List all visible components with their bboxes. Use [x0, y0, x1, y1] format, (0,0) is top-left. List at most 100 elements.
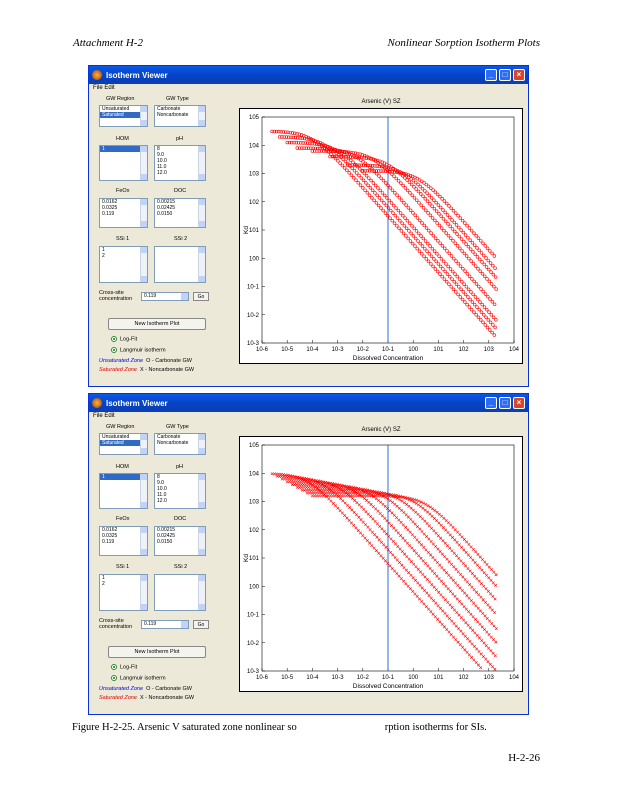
list-item[interactable]: 10.0: [157, 486, 167, 492]
data-point: [449, 285, 453, 289]
list-item[interactable]: 0.00215: [157, 527, 176, 533]
scrollbar[interactable]: [140, 474, 147, 508]
list-item[interactable]: 11.0: [157, 492, 167, 498]
gw-type-list[interactable]: Carbonate Noncarbonate: [154, 433, 206, 455]
scrollbar[interactable]: [140, 199, 147, 227]
minimize-icon[interactable]: _: [485, 69, 497, 81]
title-bar[interactable]: Isotherm Viewer _ □ ×: [89, 66, 528, 84]
list-item[interactable]: 2: [102, 253, 105, 259]
list-item[interactable]: Carbonate: [157, 434, 181, 440]
list-item[interactable]: 11.0: [157, 164, 167, 170]
go-button[interactable]: Go: [193, 292, 209, 301]
scrollbar[interactable]: [198, 474, 205, 508]
list-item[interactable]: 0.02425: [157, 533, 176, 539]
gw-region-list[interactable]: Unsaturated Saturated: [99, 433, 148, 455]
ssi2-list[interactable]: [154, 246, 206, 283]
list-item[interactable]: Carbonate: [157, 106, 181, 112]
list-item[interactable]: 1: [100, 146, 147, 152]
list-item[interactable]: 1: [102, 247, 105, 253]
doc-list[interactable]: 0.00215 0.02425 0.0150: [154, 526, 206, 556]
list-item[interactable]: 8: [157, 474, 160, 480]
list-item[interactable]: Unsaturated: [102, 434, 130, 440]
menu-bar[interactable]: File Edit: [93, 85, 115, 91]
scrollbar[interactable]: [198, 527, 205, 555]
list-item[interactable]: 9.0: [157, 480, 164, 486]
data-point: [347, 494, 351, 498]
list-item[interactable]: 10.0: [157, 158, 167, 164]
data-point: [346, 155, 350, 159]
list-item[interactable]: 0.00215: [157, 199, 176, 205]
list-item[interactable]: Saturated: [100, 112, 147, 118]
new-isotherm-plot-button[interactable]: New Isotherm Plot: [108, 318, 206, 330]
langmuir-radio[interactable]: Langmuir isotherm: [111, 675, 166, 681]
concentration-dropdown[interactable]: 0.119: [141, 292, 189, 301]
data-point: [320, 483, 324, 487]
ph-list[interactable]: 8 9.0 10.0 11.0 12.0: [154, 473, 206, 509]
feox-list[interactable]: 0.0162 0.0325 0.119: [99, 198, 148, 228]
go-button[interactable]: Go: [193, 620, 209, 629]
list-item[interactable]: 1: [102, 575, 105, 581]
data-point: [432, 529, 436, 533]
data-point: [321, 491, 325, 495]
list-item[interactable]: 0.0162: [102, 199, 118, 205]
list-item[interactable]: Noncarbonate: [157, 112, 189, 118]
list-item[interactable]: 0.0162: [102, 527, 118, 533]
concentration-dropdown[interactable]: 0.119: [141, 620, 189, 629]
list-item[interactable]: 2: [102, 581, 105, 587]
list-item[interactable]: Noncarbonate: [157, 440, 189, 446]
scrollbar[interactable]: [140, 434, 147, 454]
gw-type-list[interactable]: Carbonate Noncarbonate: [154, 105, 206, 127]
list-item[interactable]: 0.02425: [157, 205, 176, 211]
list-item[interactable]: 9.0: [157, 152, 164, 158]
scrollbar[interactable]: [198, 146, 205, 180]
list-item[interactable]: Saturated: [100, 440, 147, 446]
maximize-icon[interactable]: □: [499, 69, 511, 81]
scrollbar[interactable]: [198, 199, 205, 227]
list-item[interactable]: 0.0325: [102, 533, 118, 539]
title-bar[interactable]: Isotherm Viewer _ □ ×: [89, 394, 528, 412]
scrollbar[interactable]: [198, 575, 205, 610]
data-point: [344, 155, 348, 159]
list-item[interactable]: 8: [157, 146, 160, 152]
langmuir-radio[interactable]: Langmuir isotherm: [111, 347, 166, 353]
new-isotherm-plot-button[interactable]: New Isotherm Plot: [108, 646, 206, 658]
scrollbar[interactable]: [140, 146, 147, 180]
data-point: [443, 598, 447, 602]
ssi2-list[interactable]: [154, 574, 206, 611]
list-item[interactable]: 0.0150: [157, 211, 173, 217]
scrollbar[interactable]: [198, 434, 205, 454]
close-icon[interactable]: ×: [513, 397, 525, 409]
maximize-icon[interactable]: □: [499, 397, 511, 409]
close-icon[interactable]: ×: [513, 69, 525, 81]
list-item[interactable]: 0.119: [102, 211, 115, 217]
feox-list[interactable]: 0.0162 0.0325 0.119: [99, 526, 148, 556]
list-item[interactable]: 0.119: [102, 539, 115, 545]
minimize-icon[interactable]: _: [485, 397, 497, 409]
hom-list[interactable]: 1: [99, 145, 148, 181]
list-item[interactable]: 0.0150: [157, 539, 173, 545]
ph-list[interactable]: 8 9.0 10.0 11.0 12.0: [154, 145, 206, 181]
list-item[interactable]: Unsaturated: [102, 106, 130, 112]
data-point: [277, 129, 281, 134]
scrollbar[interactable]: [140, 247, 147, 282]
list-item[interactable]: 12.0: [157, 498, 167, 504]
data-point: [380, 164, 384, 169]
log-fit-radio[interactable]: Log-Fit: [111, 664, 137, 670]
hom-list[interactable]: 1: [99, 473, 148, 509]
gw-region-list[interactable]: Unsaturated Saturated: [99, 105, 148, 127]
doc-list[interactable]: 0.00215 0.02425 0.0150: [154, 198, 206, 228]
menu-bar[interactable]: File Edit: [93, 413, 115, 419]
scrollbar[interactable]: [140, 527, 147, 555]
list-item[interactable]: 0.0325: [102, 205, 118, 211]
data-point: [400, 550, 404, 554]
log-fit-radio[interactable]: Log-Fit: [111, 336, 137, 342]
list-item[interactable]: 1: [100, 474, 147, 480]
scrollbar[interactable]: [198, 247, 205, 282]
list-item[interactable]: 12.0: [157, 170, 167, 176]
scrollbar[interactable]: [140, 106, 147, 126]
data-point: [403, 539, 407, 543]
scrollbar[interactable]: [198, 106, 205, 126]
scrollbar[interactable]: [140, 575, 147, 610]
